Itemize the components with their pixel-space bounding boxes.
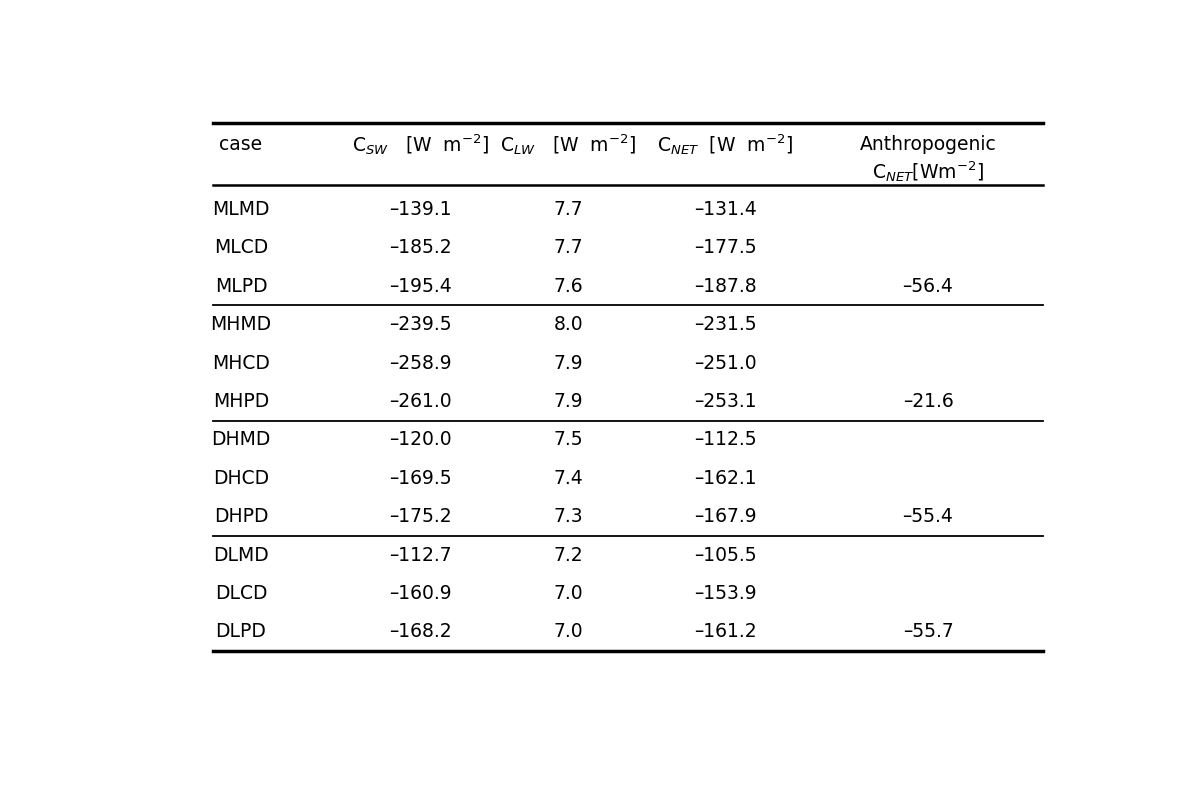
Text: –239.5: –239.5 [389, 315, 452, 334]
Text: case: case [219, 136, 263, 155]
Text: –195.4: –195.4 [389, 277, 452, 296]
Text: 8.0: 8.0 [553, 315, 583, 334]
Text: MLCD: MLCD [214, 239, 268, 257]
Text: –167.9: –167.9 [694, 508, 757, 526]
Text: –56.4: –56.4 [902, 277, 953, 296]
Text: 7.5: 7.5 [553, 430, 583, 449]
Text: DHMD: DHMD [212, 430, 270, 449]
Text: –187.8: –187.8 [694, 277, 757, 296]
Text: –251.0: –251.0 [694, 354, 757, 373]
Text: –112.5: –112.5 [694, 430, 757, 449]
Text: DLCD: DLCD [214, 584, 268, 603]
Text: MHPD: MHPD [213, 392, 269, 411]
Text: –253.1: –253.1 [694, 392, 757, 411]
Text: –169.5: –169.5 [389, 468, 452, 488]
Text: –112.7: –112.7 [389, 546, 452, 564]
Text: 7.0: 7.0 [553, 584, 583, 603]
Text: C$_{LW}$   [W  m$^{-2}$]: C$_{LW}$ [W m$^{-2}$] [501, 132, 637, 157]
Text: –160.9: –160.9 [389, 584, 452, 603]
Text: –21.6: –21.6 [903, 392, 953, 411]
Text: –55.4: –55.4 [902, 508, 953, 526]
Text: –55.7: –55.7 [903, 622, 953, 642]
Text: C$_{NET}$  [W  m$^{-2}$]: C$_{NET}$ [W m$^{-2}$] [657, 132, 793, 157]
Text: 7.9: 7.9 [553, 392, 583, 411]
Text: MHCD: MHCD [212, 354, 270, 373]
Text: 7.4: 7.4 [553, 468, 583, 488]
Text: DLMD: DLMD [213, 546, 269, 564]
Text: –161.2: –161.2 [694, 622, 757, 642]
Text: 7.9: 7.9 [553, 354, 583, 373]
Text: –105.5: –105.5 [694, 546, 757, 564]
Text: MLMD: MLMD [212, 200, 270, 219]
Text: Anthropogenic: Anthropogenic [859, 136, 996, 155]
Text: DLPD: DLPD [215, 622, 267, 642]
Text: 7.2: 7.2 [553, 546, 583, 564]
Text: –131.4: –131.4 [694, 200, 757, 219]
Text: C$_{NET}$[Wm$^{-2}$]: C$_{NET}$[Wm$^{-2}$] [872, 159, 984, 184]
Text: C$_{SW}$   [W  m$^{-2}$]: C$_{SW}$ [W m$^{-2}$] [352, 132, 489, 157]
Text: –139.1: –139.1 [389, 200, 452, 219]
Text: –175.2: –175.2 [389, 508, 452, 526]
Text: 7.3: 7.3 [553, 508, 583, 526]
Text: MLPD: MLPD [214, 277, 268, 296]
Text: –153.9: –153.9 [694, 584, 757, 603]
Text: –185.2: –185.2 [389, 239, 452, 257]
Text: –168.2: –168.2 [389, 622, 452, 642]
Text: –120.0: –120.0 [389, 430, 452, 449]
Text: DHPD: DHPD [214, 508, 268, 526]
Text: MHMD: MHMD [211, 315, 271, 334]
Text: –231.5: –231.5 [694, 315, 757, 334]
Text: DHCD: DHCD [213, 468, 269, 488]
Text: 7.7: 7.7 [553, 239, 583, 257]
Text: 7.7: 7.7 [553, 200, 583, 219]
Text: 7.0: 7.0 [553, 622, 583, 642]
Text: –177.5: –177.5 [694, 239, 757, 257]
Text: –162.1: –162.1 [694, 468, 757, 488]
Text: 7.6: 7.6 [553, 277, 583, 296]
Text: –261.0: –261.0 [389, 392, 452, 411]
Text: –258.9: –258.9 [389, 354, 452, 373]
